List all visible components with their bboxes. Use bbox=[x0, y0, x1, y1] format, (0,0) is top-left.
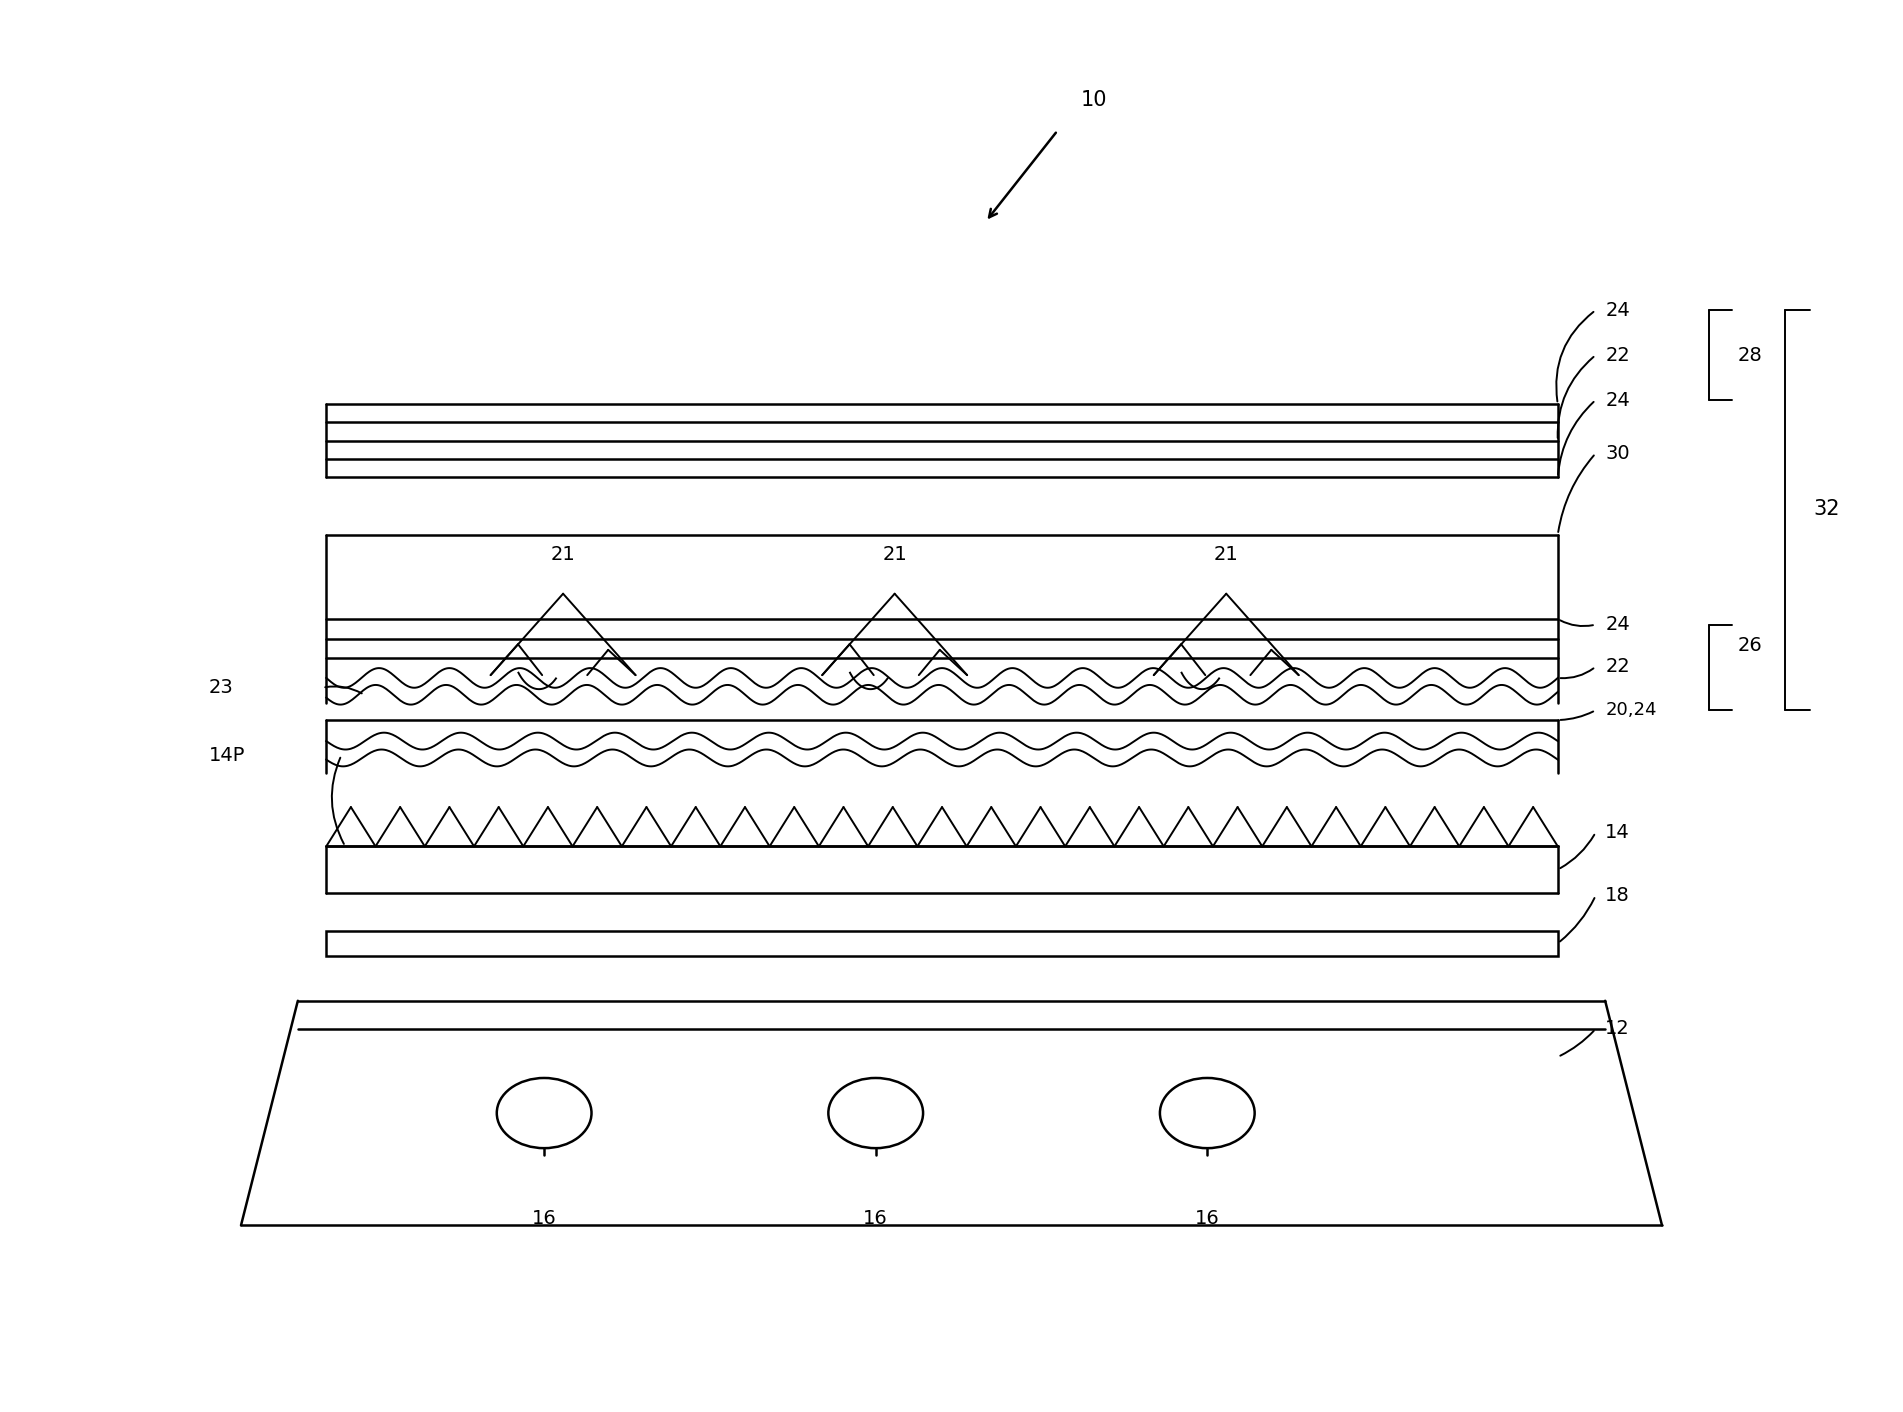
Text: 18: 18 bbox=[1604, 885, 1629, 905]
Text: 16: 16 bbox=[1195, 1209, 1220, 1228]
Text: 24: 24 bbox=[1604, 301, 1629, 319]
Text: 14P: 14P bbox=[209, 746, 245, 765]
Text: 12: 12 bbox=[1604, 1019, 1629, 1038]
Text: 24: 24 bbox=[1604, 616, 1629, 634]
Text: 16: 16 bbox=[864, 1209, 889, 1228]
Text: 22: 22 bbox=[1604, 657, 1629, 676]
Text: 23: 23 bbox=[209, 678, 234, 698]
Text: 28: 28 bbox=[1737, 346, 1762, 364]
Text: 21: 21 bbox=[883, 545, 908, 563]
Bar bbox=[325, 931, 1559, 956]
Text: 26: 26 bbox=[1737, 637, 1762, 655]
Text: 14: 14 bbox=[1604, 823, 1629, 842]
Text: 21: 21 bbox=[1214, 545, 1239, 563]
Text: 30: 30 bbox=[1604, 443, 1629, 463]
Text: 22: 22 bbox=[1604, 346, 1629, 364]
Text: 32: 32 bbox=[1814, 500, 1840, 520]
Text: 21: 21 bbox=[550, 545, 575, 563]
Text: 10: 10 bbox=[1081, 89, 1108, 110]
Text: 24: 24 bbox=[1604, 391, 1629, 409]
Text: 16: 16 bbox=[531, 1209, 556, 1228]
Text: 20,24: 20,24 bbox=[1604, 702, 1658, 719]
